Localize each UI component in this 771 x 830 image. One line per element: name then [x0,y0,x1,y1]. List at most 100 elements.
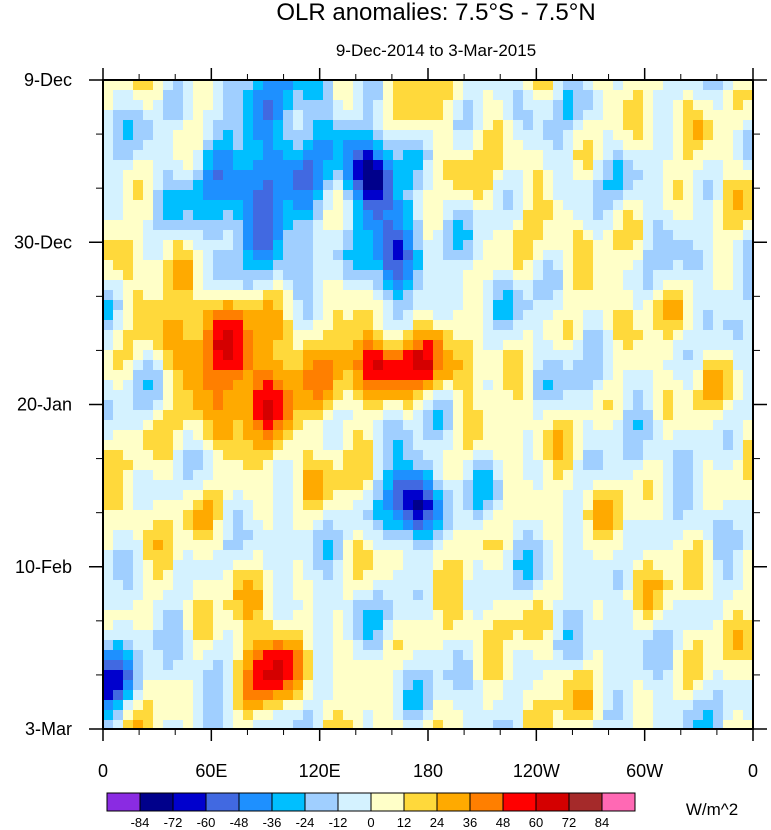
field-cell [433,470,444,481]
field-cell [723,220,734,231]
field-cell [123,170,134,181]
field-cell [183,410,194,421]
field-cell [733,380,744,391]
field-cell [273,170,284,181]
field-cell [333,200,344,211]
field-cell [323,520,334,531]
field-cell [583,470,594,481]
field-cell [293,170,304,181]
field-cell [353,210,364,221]
field-cell [503,490,514,501]
field-cell [493,300,504,311]
field-cell [633,490,644,501]
field-cell [133,270,144,281]
field-cell [743,550,753,561]
field-cell [693,140,704,151]
field-cell [643,330,654,341]
field-cell [163,120,174,131]
field-cell [353,370,364,381]
field-cell [343,110,354,121]
field-cell [133,370,144,381]
field-cell [223,330,234,341]
field-cell [663,150,674,161]
field-cell [743,210,753,221]
field-cell [453,310,464,321]
field-cell [113,380,124,391]
field-cell [273,290,284,301]
field-cell [513,130,524,141]
field-cell [643,520,654,531]
field-cell [533,310,544,321]
field-cell [573,610,584,621]
field-cell [463,180,474,191]
field-cell [223,490,234,501]
field-cell [563,170,574,181]
field-cell [453,190,464,201]
field-cell [503,150,514,161]
field-cell [653,340,664,351]
field-cell [653,470,664,481]
field-cell [393,290,404,301]
field-cell [183,720,194,729]
field-cell [463,490,474,501]
field-cell [213,80,224,91]
field-cell [253,450,264,461]
field-cell [223,220,234,231]
field-cell [383,150,394,161]
field-cell [503,430,514,441]
field-cell [543,230,554,241]
field-cell [553,500,564,511]
field-cell [423,100,434,111]
field-cell [383,380,394,391]
field-cell [323,570,334,581]
field-cell [143,630,154,641]
field-cell [413,190,424,201]
field-cell [583,230,594,241]
field-cell [283,530,294,541]
field-cell [283,700,294,711]
field-cell [383,370,394,381]
field-cell [183,150,194,161]
field-cell [253,270,264,281]
field-cell [233,370,244,381]
field-cell [633,640,644,651]
field-cell [323,460,334,471]
field-cell [423,600,434,611]
field-cell [583,480,594,491]
field-cell [133,200,144,211]
field-cell [743,130,753,141]
field-cell [153,110,164,121]
field-cell [623,350,634,361]
field-cell [363,120,374,131]
field-cell [283,270,294,281]
field-cell [233,100,244,111]
field-cell [363,190,374,201]
field-cell [343,190,354,201]
field-cell [633,260,644,271]
field-cell [113,200,124,211]
field-cell [353,720,364,729]
field-cell [603,270,614,281]
field-cell [723,260,734,271]
field-cell [243,210,254,221]
field-cell [413,580,424,591]
field-cell [233,640,244,651]
field-cell [473,250,484,261]
field-cell [653,590,664,601]
field-cell [623,220,634,231]
field-cell [283,580,294,591]
field-cell [123,160,134,171]
field-cell [223,210,234,221]
field-cell [113,660,124,671]
field-cell [563,340,574,351]
field-cell [653,400,664,411]
field-cell [433,90,444,101]
field-cell [493,450,504,461]
field-cell [333,140,344,151]
field-cell [523,230,534,241]
field-cell [563,220,574,231]
colorbar-tick-label: -12 [329,815,348,830]
field-cell [383,640,394,651]
field-cell [163,230,174,241]
field-cell [553,210,564,221]
